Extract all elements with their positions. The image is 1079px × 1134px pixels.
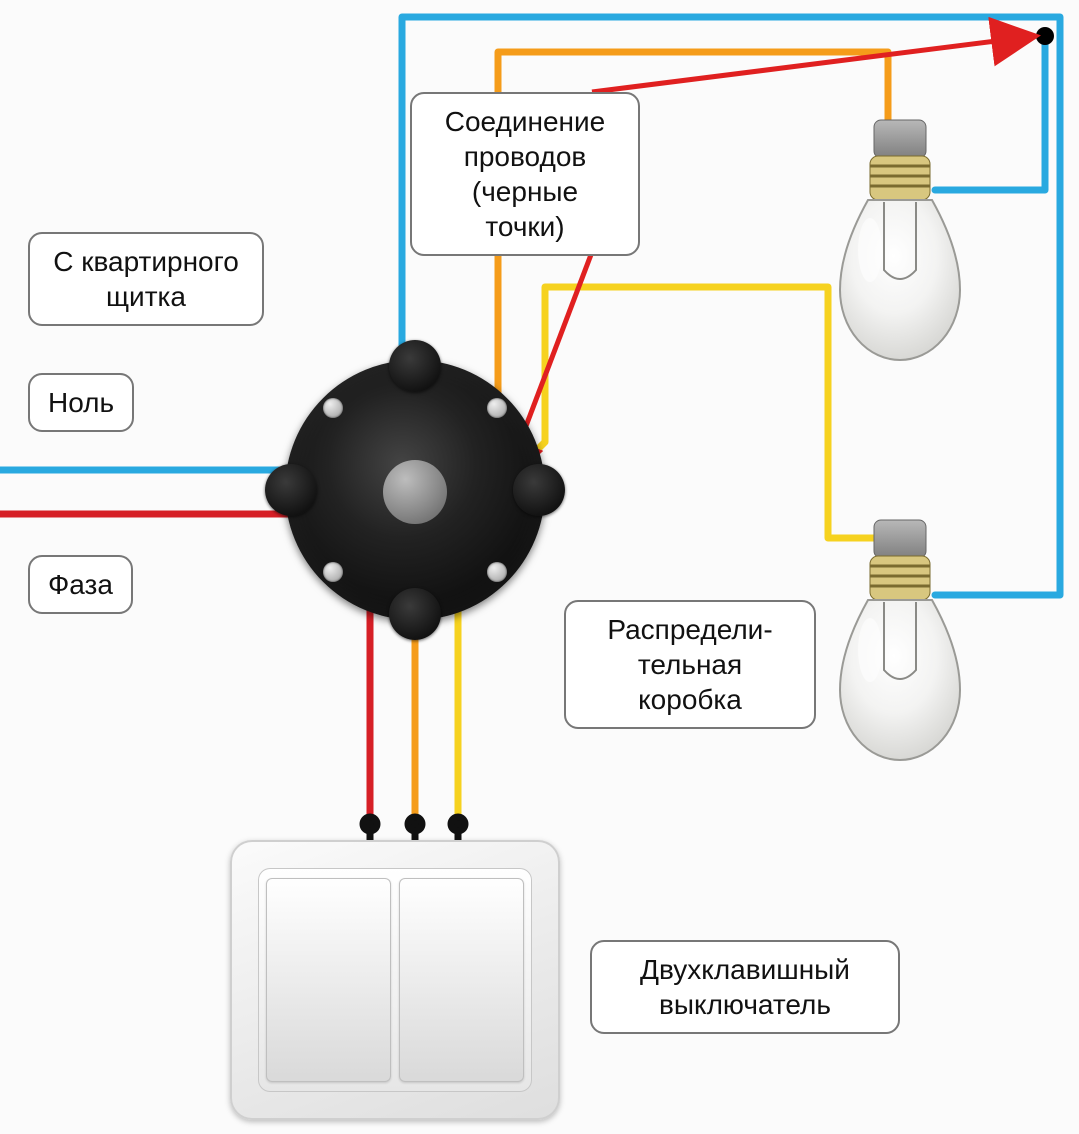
wire-neutral-b1 — [935, 36, 1045, 190]
double-rocker-switch — [230, 840, 560, 1120]
label-phase: Фаза — [28, 555, 133, 614]
label-from-panel: С квартирногощитка — [28, 232, 264, 326]
junction-box-icon — [285, 360, 545, 620]
wiring-diagram: С квартирногощитка Ноль Фаза Соединениеп… — [0, 0, 1079, 1134]
bulb-1 — [840, 120, 960, 360]
bulb-2 — [840, 520, 960, 760]
label-neutral: Ноль — [28, 373, 134, 432]
label-junction-box: Распредели-тельнаякоробка — [564, 600, 816, 729]
label-connections: Соединениепроводов(черныеточки) — [410, 92, 640, 256]
label-switch: Двухклавишныйвыключатель — [590, 940, 900, 1034]
wire-line2-out — [495, 287, 890, 594]
